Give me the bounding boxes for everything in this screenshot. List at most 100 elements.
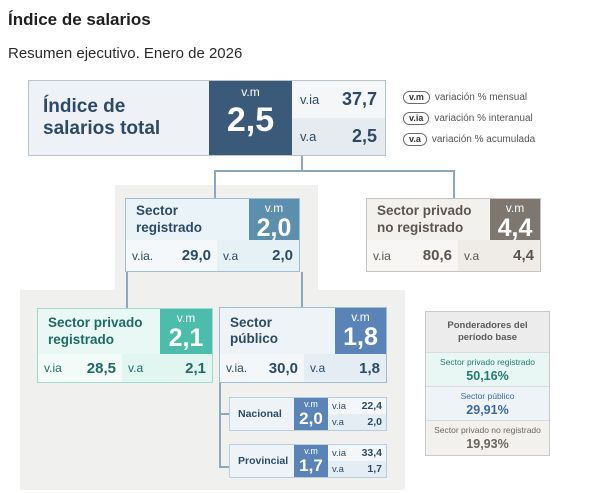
sector-publico-card: Sector público v.m 1,8 v.ia. 30,0 v.a 1,8 [219, 307, 387, 383]
legend-abbr: v.a [403, 132, 427, 146]
total-vm-value: 2,5 [226, 101, 275, 139]
weights-panel: Ponderadores del período base Sector pri… [425, 311, 550, 456]
no-registrado-via-value: 80,6 [422, 247, 452, 264]
registrado-name-line1: Sector [136, 203, 179, 219]
publico-interannual-cell: v.ia. 30,0 [220, 354, 304, 382]
no-registrado-accumulated-cell: v.a 4,4 [458, 240, 540, 271]
nacional-monthly-block: v.m 2,0 [294, 398, 328, 430]
total-accumulated-row: v.a 2,5 [292, 118, 385, 155]
legend-item-monthly: v.m variación % mensual [403, 87, 593, 107]
nacional-interannual-row: v.ia 22,4 [328, 398, 386, 414]
total-name-line1: Índice de [43, 96, 126, 118]
sector-no-registrado-name: Sector privado no registrado [367, 199, 490, 240]
privado-registrado-name-line1: Sector privado [48, 315, 143, 331]
registrado-vm-label: v.m [264, 201, 284, 215]
total-interannual-row: v.ia 37,7 [292, 81, 385, 118]
privado-registrado-name-line2: registrado [48, 331, 115, 347]
total-via-label: v.ia [300, 92, 320, 107]
total-va-value: 2,5 [351, 126, 377, 146]
no-registrado-va-value: 4,4 [513, 247, 534, 264]
publico-via-value: 30,0 [268, 359, 298, 377]
connector-registrado-privado [126, 272, 128, 308]
privado-registrado-vm-value: 2,1 [168, 324, 204, 352]
registrado-via-label: v.ia. [132, 248, 154, 263]
connector-registrado-publico [301, 272, 303, 307]
weights-header: Ponderadores del período base [426, 312, 549, 352]
legend-abbr: v.m [403, 90, 430, 104]
provincial-vm-value: 1,7 [299, 456, 323, 475]
weight-value: 19,93% [466, 437, 509, 451]
page-subtitle: Resumen ejecutivo. Enero de 2026 [8, 45, 243, 62]
publico-via-label: v.ia. [226, 361, 248, 375]
privado-registrado-accumulated-cell: v.a 2,1 [122, 354, 212, 382]
legend-abbr: v.ia [403, 111, 430, 125]
publico-name-line2: público [230, 331, 278, 346]
provincial-va-label: v.a [332, 463, 344, 475]
registrado-va-value: 2,0 [272, 247, 293, 264]
nacional-accumulated-row: v.a 2,0 [328, 414, 386, 430]
privado-registrado-va-label: v.a [128, 361, 144, 375]
weight-item-publico: Sector público 29,91% [426, 386, 549, 420]
connector-to-provincial [219, 466, 229, 468]
total-vm-label: v.m [241, 85, 260, 99]
no-registrado-va-label: v.a [464, 248, 480, 263]
nacional-via-value: 22,4 [361, 400, 382, 412]
connector-to-nacional [219, 413, 229, 415]
weights-header-line2: período base [457, 331, 518, 343]
registrado-accumulated-cell: v.a 2,0 [217, 240, 299, 271]
weight-value: 50,16% [466, 369, 509, 383]
no-registrado-name-line2: no registrado [377, 219, 464, 235]
nacional-vm-value: 2,0 [299, 409, 323, 428]
nacional-va-label: v.a [332, 416, 344, 428]
weight-label: Sector público [460, 391, 515, 401]
connector-to-registrado [214, 170, 216, 198]
registrado-va-label: v.a [223, 248, 239, 263]
sector-publico-name: Sector público [220, 308, 335, 354]
sector-registrado-name: Sector registrado [126, 199, 249, 240]
publico-name-line1: Sector [230, 314, 273, 330]
provincial-interannual-row: v.ia 33,4 [328, 445, 386, 461]
publico-va-value: 1,8 [359, 359, 380, 377]
nacional-card: Nacional v.m 2,0 v.ia 22,4 v.a 2,0 [229, 397, 387, 431]
provincial-vm-label: v.m [304, 446, 318, 456]
privado-registrado-vm-label: v.m [176, 311, 196, 325]
total-monthly-block: v.m 2,5 [209, 81, 292, 155]
provincial-monthly-block: v.m 1,7 [294, 445, 328, 477]
publico-vm-label: v.m [351, 310, 370, 324]
weights-header-line1: Ponderadores del [447, 320, 528, 331]
provincial-accumulated-row: v.a 1,7 [328, 461, 386, 477]
nacional-name: Nacional [230, 398, 294, 430]
total-name-line2: salarios total [43, 118, 161, 139]
publico-va-label: v.a [310, 361, 326, 375]
privado-registrado-via-label: v.ia [44, 361, 62, 375]
sector-registrado-card: Sector registrado v.m 2,0 v.ia. 29,0 v.a … [125, 198, 300, 272]
provincial-va-value: 1,7 [367, 463, 382, 475]
connector-total-down [301, 156, 303, 171]
weight-label: Sector privado registrado [440, 357, 535, 367]
publico-accumulated-cell: v.a 1,8 [304, 354, 386, 382]
nacional-via-label: v.ia [332, 400, 347, 412]
privado-registrado-interannual-cell: v.ia 28,5 [38, 354, 122, 382]
total-via-value: 37,7 [341, 89, 377, 109]
registrado-name-line2: registrado [136, 219, 203, 235]
connector-to-no-registrado [453, 170, 455, 198]
no-registrado-interannual-cell: v.ia 80,6 [367, 240, 458, 271]
privado-registrado-monthly-block: v.m 2,1 [160, 309, 212, 354]
legend-text: variación % interanual [434, 112, 533, 124]
legend-item-accumulated: v.a variación % acumulada [403, 129, 593, 149]
nacional-vm-label: v.m [304, 399, 318, 409]
registrado-vm-value: 2,0 [256, 214, 292, 242]
publico-vm-value: 1,8 [343, 323, 378, 351]
provincial-name: Provincial [230, 445, 294, 477]
legend-item-interannual: v.ia variación % interanual [403, 108, 593, 128]
provincial-via-label: v.ia [332, 447, 347, 459]
privado-registrado-va-value: 2,1 [185, 359, 206, 377]
sector-no-registrado-card: Sector privado no registrado v.m 4,4 v.ia… [366, 198, 541, 272]
provincial-via-value: 33,4 [361, 447, 382, 459]
weight-label: Sector privado no registrado [434, 425, 541, 435]
no-registrado-monthly-block: v.m 4,4 [490, 199, 540, 241]
sector-privado-registrado-name: Sector privado registrado [38, 309, 160, 354]
legend: v.m variación % mensual v.ia variación %… [403, 87, 593, 150]
nacional-va-value: 2,0 [367, 416, 382, 428]
no-registrado-vm-label: v.m [505, 201, 525, 215]
